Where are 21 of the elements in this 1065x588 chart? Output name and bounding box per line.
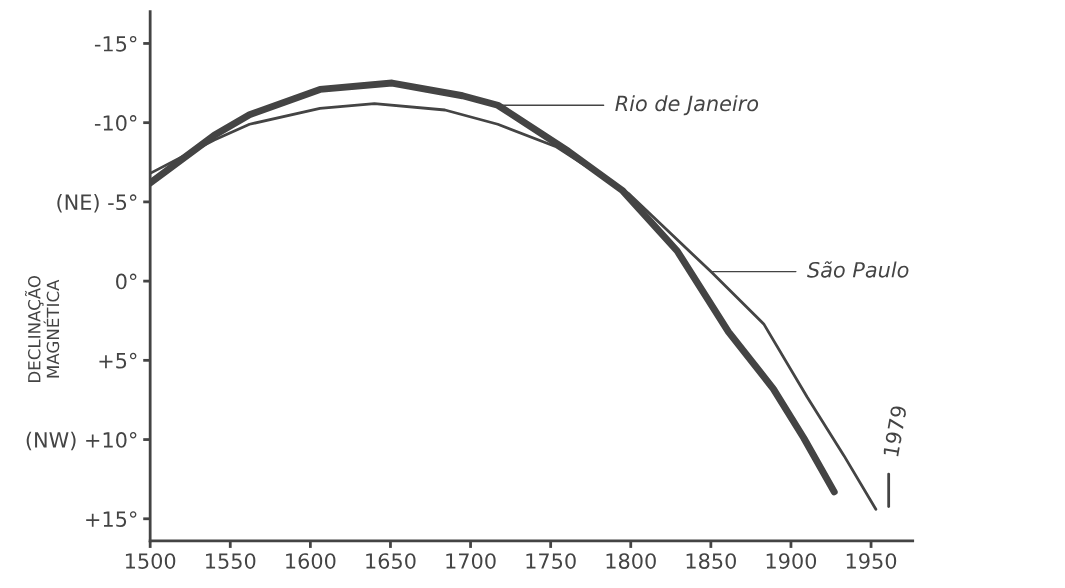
x-tick-label: 1650: [366, 553, 416, 569]
annotation: Rio de Janeiro: [615, 95, 759, 116]
x-tick-label: 1800: [606, 553, 656, 569]
x-tick-label: 1850: [686, 553, 736, 569]
y-tick-label: 0°: [116, 273, 137, 290]
x-tick-label: 1950: [846, 553, 897, 569]
x-tick-label: 1550: [206, 553, 256, 569]
x-tick-label: 1700: [446, 553, 496, 569]
y-tick-label: -10°: [94, 115, 137, 131]
y-tick-label: (NE) -5°: [57, 194, 137, 213]
y-tick-label: -15°: [94, 35, 137, 52]
y-axis-title: DECLINAÇÃO MAGNÉTICA: [25, 275, 60, 382]
x-tick-label: 1500: [125, 553, 176, 569]
x-tick-label: 1750: [526, 553, 576, 569]
annotation: São Paulo: [807, 261, 909, 278]
y-tick-label: +5°: [99, 352, 137, 369]
y-tick-label: +15°: [86, 511, 137, 527]
x-tick-label: 1600: [286, 553, 336, 569]
annotation: 1979: [882, 405, 907, 457]
y-tick-label: (NW) +10°: [26, 431, 137, 451]
x-tick-label: 1900: [766, 553, 817, 569]
